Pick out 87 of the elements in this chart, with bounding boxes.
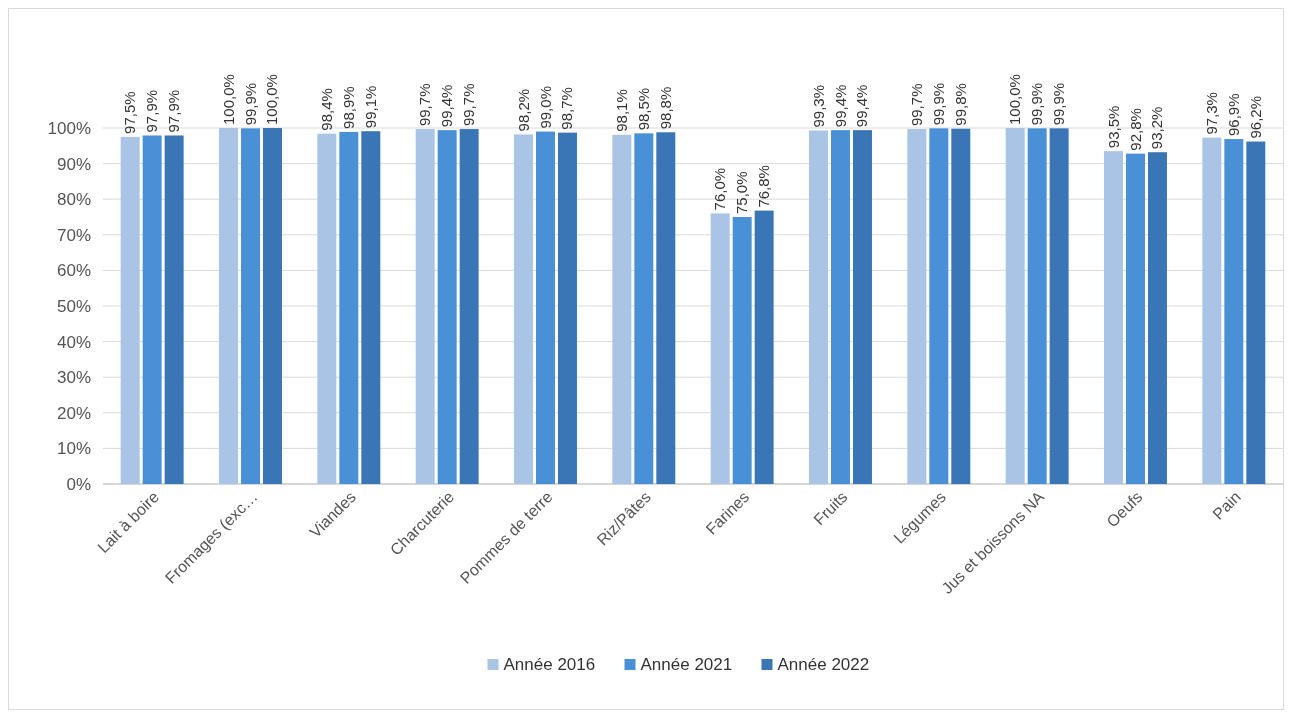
- data-label: 99,4%: [438, 84, 456, 128]
- data-label: 98,9%: [339, 86, 357, 129]
- data-label: 99,1%: [361, 85, 379, 129]
- y-tick-label: 70%: [56, 225, 91, 245]
- bar: [754, 210, 774, 484]
- data-label: 100,0%: [263, 74, 281, 125]
- bar: [514, 134, 534, 484]
- data-label: 98,2%: [514, 88, 532, 132]
- data-label: 100,0%: [1006, 74, 1024, 125]
- data-label: 97,3%: [1202, 92, 1220, 135]
- x-tick-label: Pain: [1209, 488, 1244, 523]
- data-label: 92,8%: [1126, 108, 1144, 151]
- data-label: 99,8%: [951, 83, 969, 126]
- data-label: 93,5%: [1104, 105, 1122, 149]
- bar: [1027, 128, 1047, 484]
- data-label: 99,4%: [831, 84, 849, 128]
- legend-label: Année 2022: [777, 655, 870, 674]
- data-label: 98,1%: [612, 89, 630, 132]
- y-tick-label: 100%: [47, 119, 91, 138]
- data-label: 75,0%: [733, 171, 751, 214]
- bar: [831, 130, 850, 484]
- bar: [1246, 141, 1266, 484]
- data-label: 76,8%: [755, 165, 773, 208]
- data-label: 99,4%: [853, 84, 871, 128]
- bar: [459, 129, 479, 484]
- y-tick-label: 60%: [56, 261, 91, 281]
- data-label: 97,5%: [121, 91, 139, 134]
- data-label: 100,0%: [219, 74, 237, 125]
- data-label: 96,2%: [1246, 95, 1264, 139]
- bar: [557, 132, 577, 484]
- bar: [1049, 128, 1069, 484]
- bar: [612, 134, 632, 484]
- bar: [634, 133, 654, 484]
- bar: [219, 128, 239, 484]
- data-label: 98,7%: [558, 87, 576, 130]
- bar: [907, 129, 927, 484]
- data-label: 99,3%: [809, 84, 827, 128]
- data-label: 98,8%: [656, 86, 674, 130]
- y-tick-label: 0%: [66, 475, 91, 494]
- bar: [1224, 139, 1244, 484]
- bar: [142, 135, 162, 484]
- bar: [852, 130, 872, 484]
- bar: [1104, 151, 1124, 484]
- data-label: 96,9%: [1224, 93, 1242, 137]
- bar: [361, 131, 381, 484]
- data-label: 93,2%: [1148, 106, 1166, 150]
- data-label: 98,5%: [634, 87, 652, 131]
- data-label: 76,0%: [711, 167, 729, 211]
- y-tick-label: 50%: [56, 297, 91, 316]
- bar: [1202, 137, 1222, 484]
- legend-label: Année 2021: [640, 655, 733, 674]
- bar: [262, 128, 282, 484]
- data-label: 97,9%: [143, 89, 161, 133]
- bar: [120, 136, 140, 484]
- data-label: 99,9%: [929, 82, 947, 126]
- data-label: 99,7%: [907, 83, 925, 127]
- bar: [1005, 128, 1025, 484]
- y-tick-label: 20%: [56, 403, 91, 423]
- y-tick-label: 80%: [56, 190, 91, 210]
- bar: [317, 133, 337, 484]
- y-tick-label: 10%: [56, 439, 91, 459]
- data-label: 98,4%: [317, 88, 335, 131]
- bar: [656, 132, 676, 484]
- data-label: 99,9%: [241, 82, 259, 126]
- bar: [732, 217, 752, 484]
- data-label: 99,0%: [536, 86, 554, 129]
- y-tick-label: 40%: [56, 332, 91, 352]
- bar: [710, 213, 730, 484]
- bar: [1126, 153, 1145, 484]
- bar: [1147, 152, 1167, 484]
- bar: [241, 128, 260, 484]
- bar: [951, 128, 971, 484]
- bar: [164, 135, 184, 484]
- bar: [437, 130, 457, 484]
- y-tick-label: 90%: [56, 154, 91, 174]
- bar: [339, 131, 359, 484]
- bar: [929, 128, 949, 484]
- legend-label: Année 2016: [503, 655, 596, 674]
- y-tick-label: 30%: [56, 368, 91, 388]
- bar: [536, 131, 555, 484]
- bar: [415, 129, 435, 484]
- data-label: 97,9%: [165, 89, 183, 133]
- data-label: 99,7%: [416, 83, 434, 127]
- data-label: 99,7%: [460, 83, 478, 127]
- data-label: 99,9%: [1028, 82, 1046, 126]
- bar: [809, 130, 829, 484]
- data-label: 99,9%: [1050, 82, 1068, 126]
